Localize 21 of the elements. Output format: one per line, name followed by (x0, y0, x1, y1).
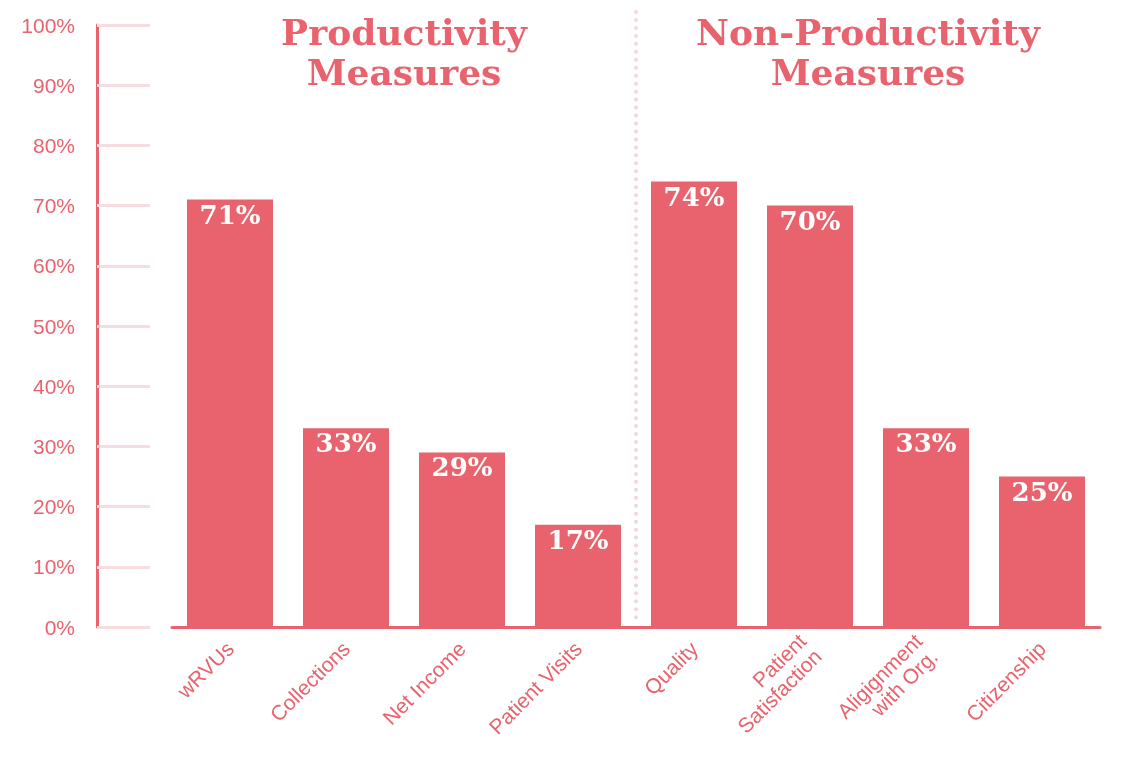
data-label: 70% (779, 205, 841, 236)
y-tick-label: 90% (32, 73, 75, 97)
data-label: 29% (431, 452, 493, 483)
y-tick-label: 10% (32, 555, 75, 579)
y-tick-label: 60% (32, 254, 75, 278)
annotation: Productivity Measures (281, 11, 528, 93)
data-label: 71% (199, 199, 261, 230)
y-tick-label: 80% (32, 133, 75, 157)
y-tick-label: 50% (32, 314, 75, 338)
data-label: 25% (1011, 476, 1073, 507)
data-label: 33% (315, 428, 377, 459)
y-tick-label: 20% (32, 495, 75, 519)
y-tick-label: 100% (21, 13, 75, 37)
y-tick-label: 30% (32, 434, 75, 458)
data-label: 17% (547, 524, 609, 555)
y-tick-label: 40% (32, 374, 75, 398)
annotation: Non-Productivity Measures (696, 11, 1041, 93)
data-label: 74% (663, 181, 725, 212)
data-label: 33% (895, 428, 957, 459)
y-tick-label: 70% (32, 194, 75, 218)
y-tick-label: 0% (44, 615, 75, 639)
